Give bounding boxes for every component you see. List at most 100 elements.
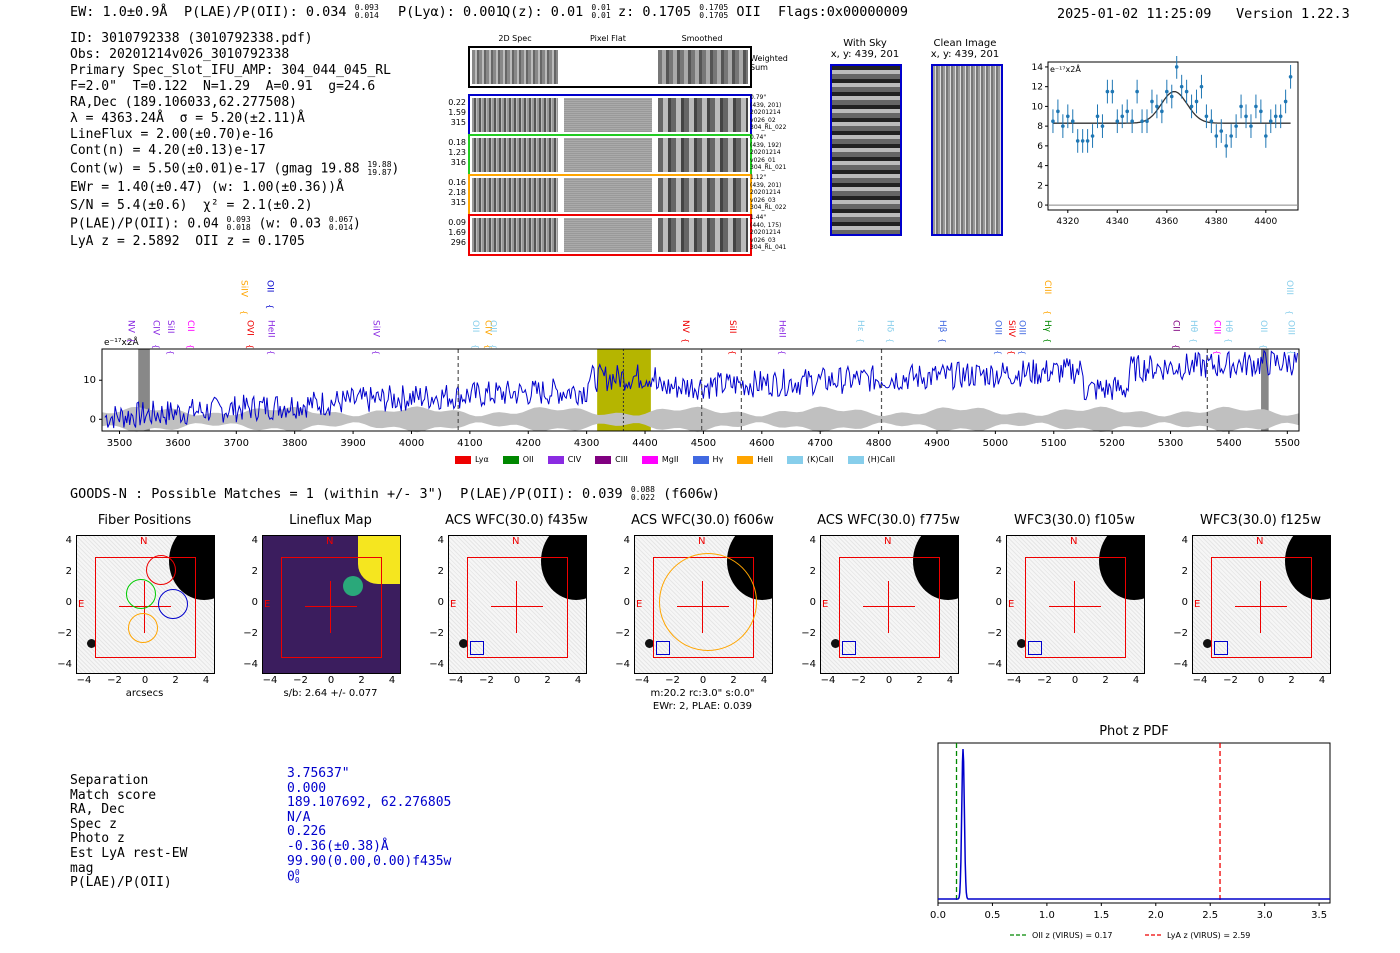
spectrum-grey-band <box>1261 349 1269 431</box>
full-spectrum-legend: Lyα OII CIV CIII MgII Hγ HeII (K)CaII (H)CaII <box>455 447 909 466</box>
zoom-data-point <box>1120 114 1125 119</box>
aperture-box <box>1025 557 1126 658</box>
legend-item: CIII <box>595 455 628 464</box>
cutout-ytick: −4 <box>987 659 1002 670</box>
cutout-xtick: 2 <box>1102 675 1109 686</box>
cutout-xtick: 4 <box>1318 675 1326 686</box>
spec2d-row-pixelflat <box>564 138 652 172</box>
cutout-ytick: 0 <box>251 597 258 608</box>
cutout-xtick: 2 <box>730 675 737 686</box>
full-spectrum-plot: 10 0 3500 3600 3700 3800 3900 4000 4100 4200 4300 4… <box>83 280 1300 449</box>
spectrum-xtick-label: 5400 <box>1216 438 1241 449</box>
spec2d-row-box <box>468 214 752 256</box>
spectrum-line-label: OVI <box>244 320 254 336</box>
zoom-data-point <box>1249 124 1253 128</box>
zoom-data-point <box>1229 134 1233 138</box>
zoom-data-point <box>1239 104 1243 109</box>
zoom-ytick-label: 10 <box>1032 102 1044 112</box>
spectrum-xtick-label: 4100 <box>457 438 482 449</box>
header-version: Version 1.22.3 <box>1236 6 1350 22</box>
cutout-ytick: −2 <box>801 628 816 639</box>
zoom-xtick-label: 4380 <box>1205 217 1228 227</box>
spec2d-row-stats: 0.18 1.23 316 <box>448 138 466 167</box>
cutout-ytick: −4 <box>615 659 630 670</box>
cutout-ytick: −4 <box>1173 659 1188 670</box>
spectrum-xtick-label: 4800 <box>866 438 891 449</box>
cutout-xtick: 4 <box>946 675 954 686</box>
photz-title: Phot z PDF <box>1099 724 1169 739</box>
legend-item: Hγ <box>692 455 723 464</box>
spectrum-yscale-label: e⁻¹⁷x2Å <box>104 336 140 348</box>
cutout-ytick: −2 <box>57 628 72 639</box>
cutout-xtick: 0 <box>141 675 149 686</box>
cutout-xtick: −4 <box>1192 675 1208 686</box>
cutout-ytick: 4 <box>1181 535 1188 546</box>
spectrum-line-label: OIII <box>1284 280 1294 295</box>
crosshair-v <box>330 581 331 633</box>
legend-swatch <box>786 455 803 464</box>
legend-item: HeII <box>737 455 773 464</box>
north-label: N <box>1256 536 1264 547</box>
zoom-ytick-label: 12 <box>1032 83 1043 93</box>
faint-source <box>831 639 840 648</box>
spectrum-line-bracket: { <box>1189 338 1198 343</box>
north-label: N <box>140 536 148 547</box>
zoom-data-point <box>1273 114 1278 119</box>
zoom-data-point <box>1264 134 1268 138</box>
spectrum-xtick-label: 5200 <box>1099 438 1124 449</box>
zoom-ytick-label: 0 <box>1037 201 1043 211</box>
spectrum-line-label: CIV <box>483 320 493 336</box>
east-label: E <box>264 599 271 610</box>
zoom-data-point <box>1095 114 1100 119</box>
photz-xtick-label: 2.5 <box>1202 910 1218 921</box>
match-radius-circle <box>659 553 757 651</box>
zoom-xtick-label: 4360 <box>1155 217 1178 227</box>
spectrum-line-label: HeII <box>776 320 786 338</box>
legend-item: CIV <box>547 455 581 464</box>
clean-image <box>931 64 1003 236</box>
spectrum-line-bracket: { <box>240 310 249 315</box>
spec2d-panel: 2D Spec Pixel Flat Smoothed Weighted Sum… <box>440 34 800 256</box>
cutout-ytick: −4 <box>429 659 444 670</box>
legend-label: MgII <box>661 455 679 464</box>
match-value: 0.000 <box>287 780 327 796</box>
info-radec: RA,Dec (189.106033,62.277508) <box>70 95 297 110</box>
crosshair-v <box>1260 581 1261 633</box>
spec2d-row-2dspec <box>472 218 558 252</box>
crosshair-h <box>491 606 543 607</box>
spectrum-line-bracket: { <box>1007 350 1016 355</box>
north-label: N <box>326 536 334 547</box>
cutout-xtick: 4 <box>388 675 396 686</box>
legend-swatch <box>502 455 519 464</box>
north-label: N <box>512 536 520 547</box>
legend-swatch <box>547 455 564 464</box>
zoom-data-point <box>1125 109 1130 114</box>
cutout-ytick: −4 <box>57 659 72 670</box>
info-sn: S/N = 5.4(±0.6) χ² = 2.1(±0.2) <box>70 197 313 213</box>
spec2d-row-pixelflat <box>564 98 652 132</box>
cutout-xtick: 4 <box>760 675 768 686</box>
crosshair-h <box>863 606 915 607</box>
cutout-image <box>820 535 959 674</box>
legend-item: MgII <box>641 455 679 464</box>
cutout-ytick: 2 <box>437 566 444 577</box>
zoom-data-point <box>1061 124 1065 128</box>
match-values: 3.75637" 0.000 189.107692, 62.276805 N/A 0.2… <box>287 766 451 886</box>
cutout-ytick: 2 <box>1181 566 1188 577</box>
candidate-box <box>842 641 856 655</box>
spectrum-line-bracket: { <box>1043 338 1052 343</box>
zoom-data-point <box>1135 89 1139 94</box>
cutout-xtick: −2 <box>1223 675 1238 686</box>
spec2d-row-pixelflat <box>564 218 652 252</box>
header-z: z: 0.1705 0.1705 0.1705 OII <box>618 3 761 21</box>
photz-xtick-label: 3.0 <box>1257 910 1273 921</box>
cutout-ytick: 2 <box>251 566 258 577</box>
spectrum-line-label: CIV <box>150 320 160 336</box>
faint-source <box>1203 639 1212 648</box>
info-lyaz: LyA z = 2.5892 OII z = 0.1705 <box>70 234 305 249</box>
zoom-data-point <box>1224 144 1229 148</box>
clean-image-title: Clean Image x, y: 439, 201 <box>930 38 1000 60</box>
photz-xtick-label: 3.5 <box>1311 910 1327 921</box>
info-fparams: F=2.0" T=0.122 N=1.29 A=0.91 g=24.6 <box>70 79 376 94</box>
